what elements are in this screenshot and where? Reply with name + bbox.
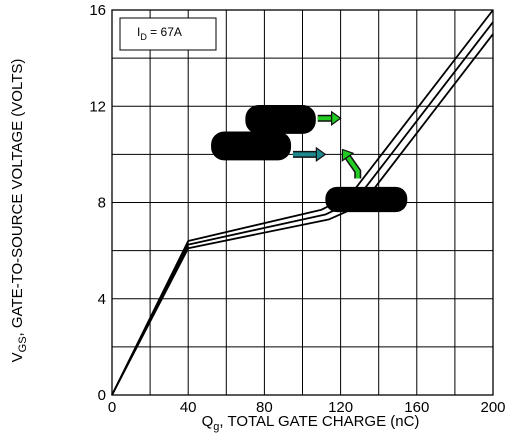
series-line-2 — [111, 21, 494, 396]
x-tick-label: 160 — [404, 399, 429, 416]
redaction-mark-1 — [245, 105, 316, 134]
y-tick-label: 4 — [98, 291, 106, 308]
y-tick-label: 8 — [98, 195, 106, 212]
y-tick-label: 12 — [89, 98, 106, 115]
arrow-head — [331, 110, 342, 126]
x-axis-label: Qg, TOTAL GATE CHARGE (nC) — [202, 413, 420, 433]
arrow-head — [341, 148, 355, 162]
y-tick-label: 16 — [89, 2, 106, 19]
plot-frame — [111, 9, 494, 396]
grid — [112, 10, 493, 395]
current-annotation: ID = 67A — [119, 17, 217, 51]
current-annotation-text: ID = 67A — [137, 25, 182, 42]
arrow-1 — [317, 110, 342, 126]
redaction-mark-2 — [211, 131, 292, 161]
arrow-shaft — [346, 155, 360, 179]
x-tick-label: 120 — [328, 399, 353, 416]
x-tick-label: 0 — [108, 399, 116, 416]
x-tick-labels: 0 40 80 120 160 200 — [108, 399, 505, 416]
series-line-3 — [111, 33, 494, 396]
x-tick-label: 200 — [480, 399, 505, 416]
redaction-layer — [211, 105, 408, 213]
series-layer — [111, 9, 494, 396]
y-axis-label: VGS, GATE-TO-SOURCE VOLTAGE (VOLTS) — [9, 59, 29, 363]
arrow-2 — [292, 146, 327, 163]
x-tick-label: 80 — [256, 399, 273, 416]
redaction-mark-3 — [325, 186, 408, 213]
arrow-layer — [292, 110, 362, 179]
x-tick-label: 40 — [180, 399, 197, 416]
arrow-head — [315, 146, 327, 163]
y-tick-labels: 0 4 8 12 16 — [89, 2, 106, 404]
y-tick-label: 0 — [98, 387, 106, 404]
arrow-3 — [341, 148, 362, 179]
series-line-1 — [111, 9, 494, 396]
